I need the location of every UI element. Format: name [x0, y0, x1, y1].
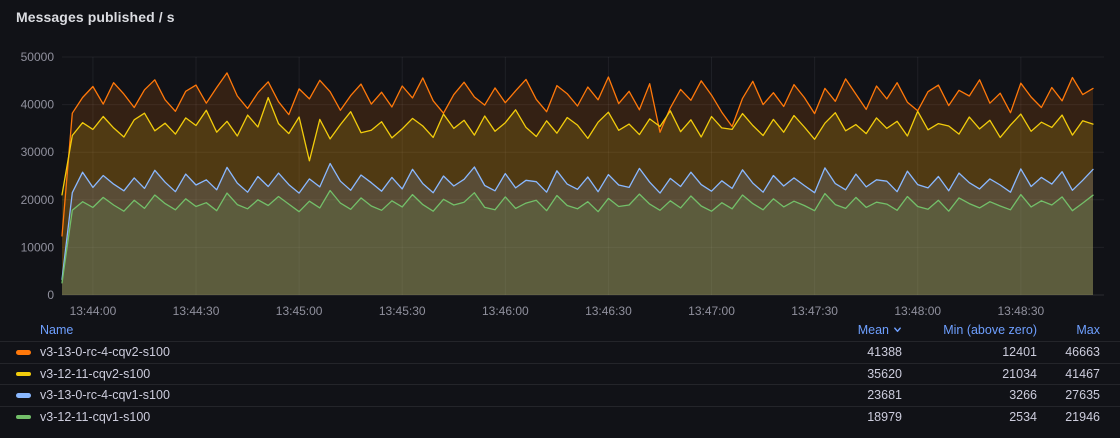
legend-header-row: Name Mean Min (above zero) Max [0, 318, 1120, 341]
x-tick-label-13:47:00: 13:47:00 [688, 304, 735, 318]
series-name-label[interactable]: v3-13-0-rc-4-cqv1-s100 [40, 388, 170, 403]
column-header-name[interactable]: Name [0, 323, 782, 337]
series-name-label[interactable]: v3-12-11-cqv2-s100 [40, 366, 151, 381]
legend-name-cell: v3-13-0-rc-4-cqv2-s100 [0, 345, 782, 359]
x-tick-label-13:44:30: 13:44:30 [173, 304, 220, 318]
stat-min-above-zero: 2534 [1009, 409, 1037, 424]
series-name-label[interactable]: v3-12-11-cqv1-s100 [40, 409, 151, 424]
y-tick-label-40000: 40000 [21, 98, 55, 112]
stat-min-above-zero: 21034 [1002, 366, 1037, 381]
stat-min-above-zero: 3266 [1009, 388, 1037, 403]
series-name-label[interactable]: v3-13-0-rc-4-cqv2-s100 [40, 345, 170, 360]
series-line-v3-12-11-cqv1-s100 [61, 189, 1094, 284]
column-header-min-above-zero[interactable]: Min (above zero) [902, 323, 1037, 337]
y-tick-label-10000: 10000 [21, 240, 55, 254]
x-tick-label-13:45:30: 13:45:30 [379, 304, 426, 318]
x-tick-label-13:45:00: 13:45:00 [276, 304, 323, 318]
legend-row-v3-13-0-rc-4-cqv2-s100: v3-13-0-rc-4-cqv2-s100 41388 12401 46663 [0, 341, 1120, 363]
column-header-mean[interactable]: Mean [782, 323, 902, 337]
x-tick-label-13:48:00: 13:48:00 [894, 304, 941, 318]
panel-title[interactable]: Messages published / s [16, 9, 175, 25]
column-header-min-label: Min (above zero) [943, 322, 1037, 337]
legend-row-v3-13-0-rc-4-cqv1-s100: v3-13-0-rc-4-cqv1-s100 23681 3266 27635 [0, 384, 1120, 406]
stat-mean: 41388 [867, 345, 902, 360]
y-tick-label-50000: 50000 [21, 50, 55, 64]
legend-rows: v3-13-0-rc-4-cqv2-s100 41388 12401 46663 v3-… [0, 341, 1120, 427]
y-tick-label-20000: 20000 [21, 193, 55, 207]
series-line-v3-13-0-rc-4-cqv1-s100 [61, 162, 1094, 281]
column-header-max-label: Max [1076, 322, 1100, 337]
column-header-name-label: Name [40, 322, 74, 337]
stat-mean: 18979 [867, 409, 902, 424]
time-series-plot[interactable]: 0 10000 20000 30000 40000 50000 13:44:00 13:44:… [0, 0, 1120, 318]
x-tick-label-13:46:00: 13:46:00 [482, 304, 529, 318]
series-line-v3-12-11-cqv2-s100 [61, 96, 1094, 196]
series-color-swatch [16, 393, 31, 398]
column-header-max[interactable]: Max [1037, 323, 1100, 337]
series-line-v3-13-0-rc-4-cqv2-s100 [61, 72, 1094, 237]
legend-name-cell: v3-13-0-rc-4-cqv1-s100 [0, 388, 782, 402]
stat-max: 46663 [1065, 345, 1100, 360]
y-tick-label-30000: 30000 [21, 145, 55, 159]
legend-name-cell: v3-12-11-cqv2-s100 [0, 367, 782, 381]
stat-max: 21946 [1065, 409, 1100, 424]
x-tick-label-13:44:00: 13:44:00 [70, 304, 117, 318]
series-color-swatch [16, 350, 31, 355]
series-fill-v3-13-0-rc-4-cqv1-s100 [62, 163, 1093, 295]
legend-name-cell: v3-12-11-cqv1-s100 [0, 410, 782, 424]
x-tick-label-13:48:30: 13:48:30 [997, 304, 1044, 318]
x-tick-label-13:47:30: 13:47:30 [791, 304, 838, 318]
legend-row-v3-12-11-cqv2-s100: v3-12-11-cqv2-s100 35620 21034 41467 [0, 362, 1120, 385]
legend-row-v3-12-11-cqv1-s100: v3-12-11-cqv1-s100 18979 2534 21946 [0, 405, 1120, 428]
series-fill-v3-13-0-rc-4-cqv2-s100 [62, 72, 1093, 296]
stat-mean: 23681 [867, 388, 902, 403]
stat-mean: 35620 [867, 366, 902, 381]
stat-min-above-zero: 12401 [1002, 345, 1037, 360]
column-header-mean-label: Mean [857, 322, 889, 337]
series-color-swatch [16, 414, 31, 419]
series-fill-v3-12-11-cqv1-s100 [62, 190, 1093, 295]
sort-desc-caret-icon [893, 323, 902, 337]
legend-table: Name Mean Min (above zero) Max v3-13-0-r… [0, 318, 1120, 427]
y-tick-label-0: 0 [47, 288, 54, 302]
series-fill-v3-12-11-cqv2-s100 [62, 97, 1093, 295]
x-tick-label-13:46:30: 13:46:30 [585, 304, 632, 318]
series-color-swatch [16, 371, 31, 376]
stat-max: 41467 [1065, 366, 1100, 381]
stat-max: 27635 [1065, 388, 1100, 403]
